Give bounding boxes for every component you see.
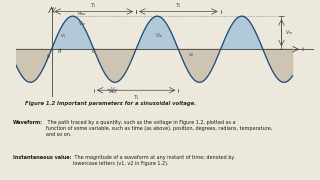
Text: $V_m$: $V_m$ (155, 31, 163, 40)
Text: $T_2$: $T_2$ (175, 1, 182, 10)
Text: $-V_m$: $-V_m$ (106, 85, 119, 94)
Text: $V_m$: $V_m$ (285, 28, 293, 37)
Text: Max: Max (78, 12, 86, 15)
Text: Waveform:: Waveform: (12, 120, 43, 125)
Text: $v_1$: $v_1$ (60, 32, 67, 40)
Text: Figure 1.2 Important parameters for a sinusoidal voltage.: Figure 1.2 Important parameters for a si… (25, 100, 196, 105)
Text: The magnitude of a waveform at any instant of time; denoted by
lowercase letters: The magnitude of a waveform at any insta… (73, 155, 234, 166)
Text: Instantaneous value:: Instantaneous value: (12, 155, 71, 160)
Text: $T_1$: $T_1$ (132, 93, 140, 102)
Text: $t_2$: $t_2$ (91, 47, 97, 56)
Text: $v_2$: $v_2$ (188, 51, 195, 59)
Text: $t$: $t$ (301, 45, 305, 53)
Text: $v$: $v$ (52, 5, 58, 12)
Text: 0: 0 (47, 54, 50, 59)
Text: The path traced by a quantity, such as the voltage in Figure 1.2, plotted as a
f: The path traced by a quantity, such as t… (46, 120, 272, 137)
Text: Max: Max (108, 90, 116, 94)
Text: $t_1$: $t_1$ (57, 47, 63, 56)
Text: $T_1$: $T_1$ (90, 1, 97, 10)
Text: $V_m$: $V_m$ (78, 19, 86, 28)
